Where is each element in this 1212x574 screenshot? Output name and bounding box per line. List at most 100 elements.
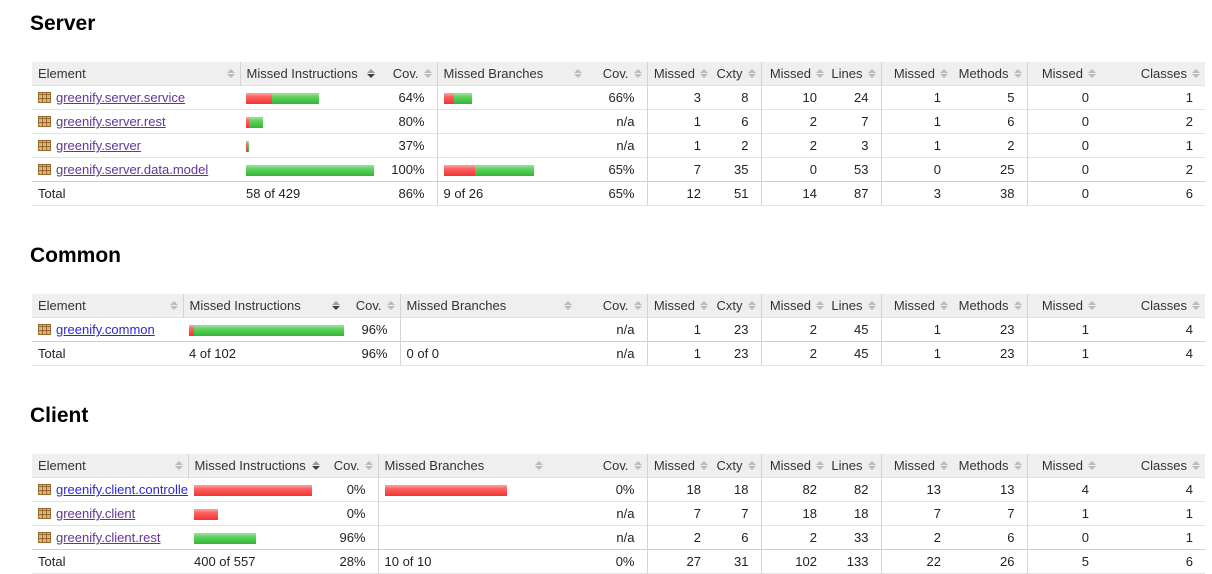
header-cell-content: Missed	[762, 294, 829, 317]
cell-total-missed-branches: 10 of 10	[377, 549, 548, 574]
cell-missed-complexity: 3	[646, 85, 713, 110]
column-header-missed-complexity[interactable]: Missed	[646, 454, 713, 478]
cell-missed-instructions-bar	[240, 109, 380, 134]
cell-total-label: Total	[32, 181, 240, 206]
sort-up-arrow-icon	[747, 301, 756, 305]
column-header-element[interactable]: Element	[32, 62, 240, 86]
package-link[interactable]: greenify.client	[56, 506, 136, 521]
sort-icon	[1192, 461, 1200, 470]
column-header-methods[interactable]: Methods	[953, 294, 1027, 318]
cell-lines: 45	[829, 317, 881, 342]
column-header-missed-methods[interactable]: Missed	[880, 294, 953, 318]
package-link[interactable]: greenify.server.data.model	[56, 162, 209, 177]
cell-missed-methods: 0	[880, 157, 953, 182]
column-header-methods[interactable]: Methods	[953, 454, 1027, 478]
column-header-missed-classes[interactable]: Missed	[1026, 62, 1101, 86]
sort-icon	[169, 461, 183, 470]
sort-icon	[816, 69, 824, 78]
column-header-complexity[interactable]: Cxty	[713, 62, 761, 86]
column-header-missed-branches[interactable]: Missed Branches	[377, 454, 548, 478]
column-header-missed-methods[interactable]: Missed	[880, 62, 953, 86]
sort-down-arrow-icon	[386, 306, 395, 310]
cell-missed-lines: 82	[760, 477, 829, 502]
sort-icon	[940, 301, 948, 310]
package-link[interactable]: greenify.common	[56, 322, 155, 337]
package-link[interactable]: greenify.client.rest	[56, 530, 161, 545]
cell-total-label: Total	[32, 549, 188, 574]
column-header-missed-classes[interactable]: Missed	[1026, 294, 1101, 318]
column-header-missed-complexity[interactable]: Missed	[646, 294, 713, 318]
sort-down-arrow-icon	[747, 74, 756, 78]
column-header-missed-lines[interactable]: Missed	[760, 294, 829, 318]
sort-down-arrow-icon	[700, 466, 708, 470]
column-header-classes[interactable]: Classes	[1101, 454, 1205, 478]
column-header-element[interactable]: Element	[32, 454, 188, 478]
column-header-missed-branches[interactable]: Missed Branches	[436, 62, 587, 86]
cell-complexity: 8	[713, 85, 761, 110]
sort-icon	[940, 461, 948, 470]
cell-branch-coverage: n/a	[587, 133, 647, 158]
cell-branch-coverage: 66%	[587, 85, 647, 110]
sort-down-arrow-icon	[940, 466, 948, 470]
column-header-branch-coverage[interactable]: Cov.	[548, 454, 647, 478]
column-header-missed-complexity[interactable]: Missed	[646, 62, 713, 86]
header-cell-content: Methods	[953, 454, 1027, 477]
column-header-branch-coverage[interactable]: Cov.	[587, 62, 647, 86]
column-header-missed-instructions[interactable]: Missed Instructions	[187, 454, 320, 478]
sort-icon	[867, 69, 876, 78]
header-row: Element Missed Instructions Cov. Missed Bra…	[32, 454, 1205, 478]
cell-missed-lines: 18	[760, 501, 829, 526]
package-link[interactable]: greenify.server	[56, 138, 142, 153]
package-row: greenify.client 0% n/a 7 7 18 18 7 7 1 1	[32, 501, 1205, 526]
column-header-missed-classes[interactable]: Missed	[1026, 454, 1101, 478]
column-header-lines[interactable]: Lines	[829, 62, 881, 86]
column-header-element[interactable]: Element	[32, 294, 183, 318]
column-header-missed-lines[interactable]: Missed	[760, 454, 829, 478]
cell-total-missed-classes: 5	[1026, 549, 1101, 574]
header-cell-content: Missed	[648, 294, 713, 317]
column-header-missed-instructions[interactable]: Missed Instructions	[182, 294, 345, 318]
column-header-lines[interactable]: Lines	[829, 454, 881, 478]
package-icon	[38, 140, 51, 151]
column-header-missed-instructions[interactable]: Missed Instructions	[239, 62, 380, 86]
cell-classes: 1	[1101, 133, 1205, 158]
column-header-instruction-coverage[interactable]: Cov.	[380, 62, 437, 86]
cell-total-branch-coverage: 0%	[548, 549, 647, 574]
sort-icon	[1088, 301, 1096, 310]
package-link[interactable]: greenify.client.controller	[56, 482, 188, 497]
column-header-instruction-coverage[interactable]: Cov.	[345, 294, 400, 318]
header-cell-content: Classes	[1101, 454, 1205, 477]
cell-element: greenify.client.controller	[32, 477, 188, 502]
cell-missed-classes: 0	[1026, 109, 1101, 134]
column-header-methods[interactable]: Methods	[953, 62, 1027, 86]
cell-element: greenify.server.service	[32, 85, 240, 110]
cell-element: greenify.client	[32, 501, 188, 526]
cell-lines: 18	[829, 501, 881, 526]
cell-missed-complexity: 7	[646, 501, 713, 526]
column-header-missed-lines[interactable]: Missed	[760, 62, 829, 86]
column-header-missed-methods[interactable]: Missed	[880, 454, 953, 478]
cell-missed-lines: 2	[760, 109, 829, 134]
sort-up-arrow-icon	[867, 461, 876, 465]
column-header-missed-branches[interactable]: Missed Branches	[399, 294, 577, 318]
column-header-classes[interactable]: Classes	[1101, 62, 1205, 86]
package-link[interactable]: greenify.server.rest	[56, 114, 166, 129]
column-header-lines[interactable]: Lines	[829, 294, 881, 318]
header-cell-content: Missed	[648, 454, 713, 477]
column-label: Missed	[893, 66, 935, 81]
sort-down-arrow-icon	[1192, 306, 1200, 310]
sort-up-arrow-icon	[633, 69, 642, 73]
sort-down-arrow-icon	[1013, 74, 1022, 78]
cell-lines: 33	[829, 525, 881, 550]
column-header-branch-coverage[interactable]: Cov.	[577, 294, 647, 318]
cell-total-missed-complexity: 27	[646, 549, 713, 574]
missed-bar	[246, 93, 272, 105]
column-header-instruction-coverage[interactable]: Cov.	[320, 454, 378, 478]
column-header-complexity[interactable]: Cxty	[713, 454, 761, 478]
cell-total-missed-lines: 14	[760, 181, 829, 206]
sort-icon	[867, 461, 876, 470]
package-link[interactable]: greenify.server.service	[56, 90, 186, 105]
column-header-complexity[interactable]: Cxty	[713, 294, 761, 318]
header-cell-content: Missed Branches	[379, 454, 548, 477]
column-header-classes[interactable]: Classes	[1101, 294, 1205, 318]
